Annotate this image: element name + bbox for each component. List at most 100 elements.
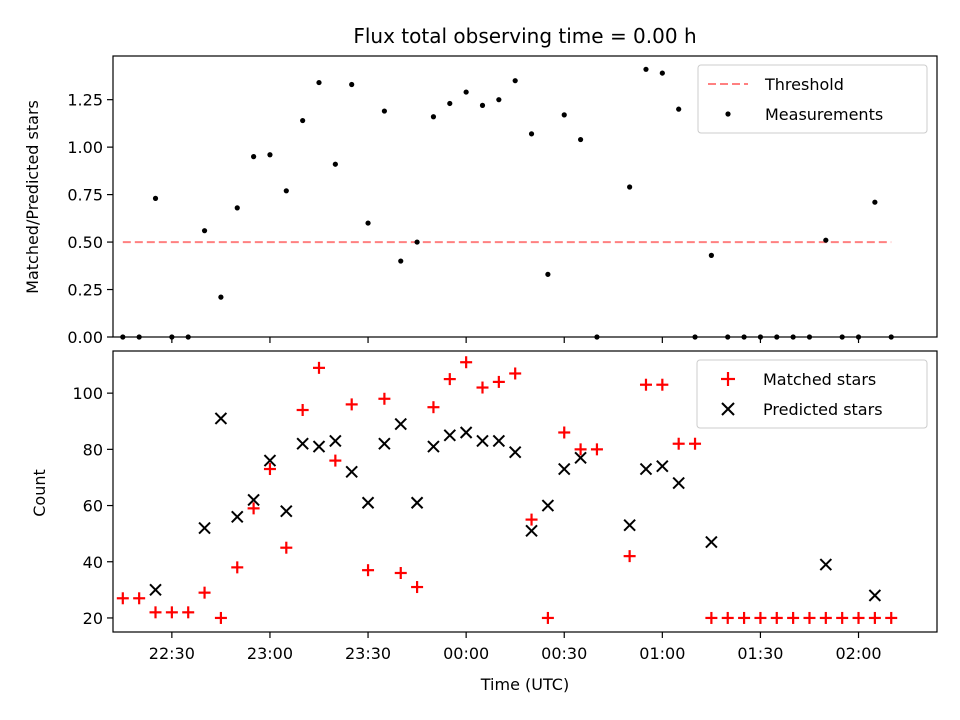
measurement-point: [806, 334, 813, 340]
predicted-stars-legend-marker: [721, 402, 735, 416]
measurement-point: [414, 239, 420, 245]
measurement-point: [152, 195, 159, 201]
y-tick-label: 100: [72, 384, 103, 403]
measurement-point: [872, 199, 878, 205]
predicted-star-marker: [427, 440, 440, 453]
measurement-point: [708, 252, 714, 258]
y-tick-label: 0.75: [67, 186, 103, 205]
measurement-point: [365, 220, 371, 226]
predicted-stars-legend-label: Predicted stars: [763, 400, 883, 419]
matched-star-marker: [182, 606, 195, 619]
matched-star-marker: [362, 564, 375, 577]
measurement-point: [267, 152, 273, 158]
measurement-point: [512, 78, 518, 84]
predicted-star-marker: [476, 434, 489, 448]
predicted-star-marker: [296, 437, 309, 450]
measurement-point: [692, 334, 698, 340]
matched-star-marker: [590, 443, 603, 456]
y-tick-label: 1.25: [67, 91, 103, 110]
y-tick-label: 1.00: [67, 138, 103, 157]
matched-star-marker: [705, 611, 718, 624]
predicted-star-marker: [639, 462, 653, 476]
count-y-ticks: 20 40 60 80 100: [72, 384, 113, 628]
matched-star-marker: [738, 611, 751, 624]
predicted-star-marker: [198, 521, 211, 535]
predicted-star-marker: [361, 496, 375, 509]
y-tick-label: 0.50: [67, 233, 103, 252]
predicted-star-marker: [280, 504, 293, 518]
measurement-point: [479, 102, 486, 108]
measurement-point: [659, 70, 665, 76]
predicted-star-marker: [656, 460, 669, 473]
ratio-panel: 0.00 0.25 0.50 0.75 1.00 1.25 Matched/Predict…: [23, 55, 938, 347]
matched-star-marker: [672, 437, 685, 450]
measurement-point: [463, 89, 469, 95]
ratio-x-ticks: [171, 337, 860, 343]
matched-star-marker: [133, 592, 146, 605]
matched-star-marker: [198, 586, 211, 599]
measurement-point: [790, 334, 796, 340]
predicted-star-marker: [378, 437, 391, 450]
matched-star-marker: [656, 378, 669, 391]
x-tick-label: 01:30: [737, 644, 783, 663]
predicted-star-marker: [558, 462, 571, 476]
matched-star-marker: [313, 361, 325, 374]
x-tick-label: 23:30: [345, 644, 391, 663]
predicted-star-marker: [623, 519, 636, 532]
measurement-point: [741, 334, 747, 340]
measurement-point: [349, 81, 355, 88]
x-tick-label: 23:00: [247, 644, 293, 663]
predicted-star-marker: [329, 434, 342, 448]
matched-star-marker: [231, 561, 244, 574]
measurement-point: [725, 334, 731, 340]
matched-star-marker: [443, 373, 456, 386]
y-tick-label: 80: [83, 440, 103, 459]
measurements-legend-marker: [725, 111, 731, 117]
matched-stars-legend-marker: [721, 372, 735, 386]
measurement-point: [447, 100, 453, 107]
measurement-point: [332, 161, 338, 167]
predicted-star-marker: [312, 440, 326, 453]
measurement-point: [430, 114, 437, 120]
x-tick-label: 00:30: [541, 644, 587, 663]
measurement-point: [185, 334, 191, 340]
count-panel: 20 40 60 80 100 22:30 23:00 23:30 00:00 00:30 01:…: [30, 350, 938, 694]
y-tick-label: 0.25: [67, 281, 103, 300]
predicted-star-marker: [263, 454, 277, 467]
predicted-star-marker: [508, 445, 522, 459]
matched-star-marker: [492, 375, 505, 388]
matched-star-marker: [689, 437, 702, 450]
measurement-point: [201, 228, 208, 234]
measurement-point: [234, 205, 240, 211]
measurement-point: [136, 334, 142, 340]
predicted-star-marker: [345, 465, 358, 479]
predicted-star-marker: [672, 476, 685, 490]
matched-star-marker: [836, 611, 849, 624]
measurement-point: [676, 106, 682, 112]
matched-star-marker: [541, 611, 554, 624]
matched-star-marker: [574, 443, 587, 456]
ratio-legend-box: [697, 64, 928, 134]
count-legend-box: [696, 359, 928, 429]
predicted-star-marker: [231, 510, 244, 523]
predicted-star-marker: [525, 524, 538, 538]
matched-star-marker: [558, 426, 571, 439]
measurement-point: [283, 188, 289, 194]
measurement-point: [561, 112, 567, 118]
matched-star-marker: [852, 611, 865, 624]
predicted-star-marker: [394, 417, 407, 431]
matched-star-marker: [329, 454, 342, 467]
measurement-point: [839, 334, 845, 340]
x-tick-label: 22:30: [149, 644, 195, 663]
matched-star-marker: [214, 611, 227, 624]
matched-star-marker: [263, 463, 276, 476]
matched-star-marker: [885, 611, 898, 624]
predicted-star-marker: [459, 426, 473, 439]
matched-star-marker: [149, 606, 162, 619]
measurement-point: [496, 97, 502, 103]
measurement-point: [300, 117, 306, 124]
matched-stars-legend-label: Matched stars: [763, 370, 876, 389]
count-legend: Matched stars Predicted stars: [696, 359, 928, 429]
predicted-star-marker: [819, 558, 833, 571]
